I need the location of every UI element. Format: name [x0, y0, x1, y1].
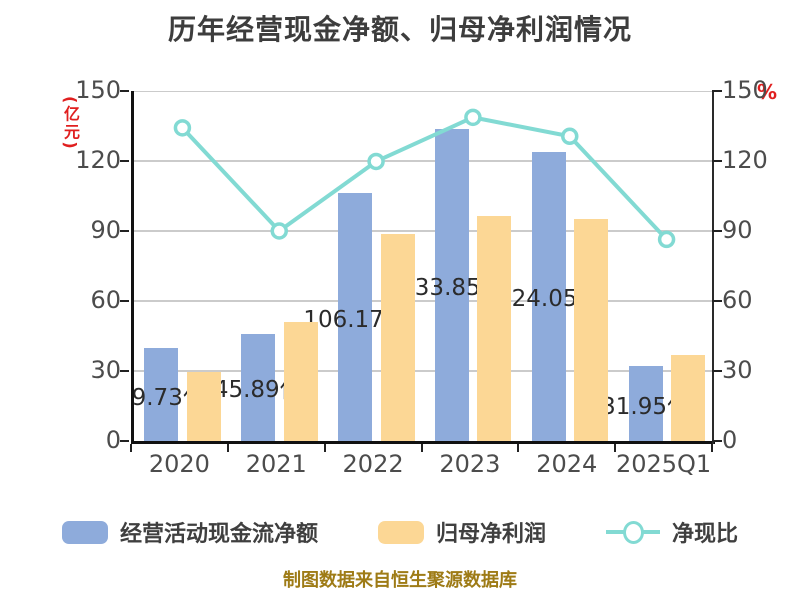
y-axis-right-tick-120: 120	[722, 146, 768, 174]
x-tick-mark	[226, 444, 229, 452]
right-tick-mark	[712, 230, 722, 232]
y-axis-right-tick-60: 60	[722, 286, 753, 314]
x-axis-label-2025Q1: 2025Q1	[615, 450, 712, 478]
legend-label: 归母净利润	[435, 522, 546, 547]
y-axis-left-tick-60: 60	[90, 286, 121, 314]
x-tick-mark	[517, 444, 520, 452]
bar-netprofit-2022	[380, 234, 415, 441]
bar-netprofit-2023	[477, 215, 512, 441]
right-tick-mark	[712, 440, 722, 442]
netcash-ratio-line	[173, 108, 676, 249]
x-axis-label-2023: 2023	[439, 450, 501, 478]
legend-item-0[interactable]: 经营活动现金流净额	[61, 516, 318, 548]
y-axis-right-tick-30: 30	[722, 356, 753, 384]
chart-title: 历年经营现金净额、归母净利润情况	[167, 13, 632, 46]
left-tick-mark	[120, 370, 129, 372]
line-marker-2020	[173, 119, 192, 137]
x-axis-label-2024: 2024	[536, 450, 598, 478]
right-tick-mark	[712, 90, 722, 92]
right-tick-mark	[712, 160, 722, 162]
bar-cashflow-2023	[434, 128, 469, 441]
right-tick-mark	[712, 300, 722, 302]
left-tick-mark	[120, 230, 129, 232]
x-tick-mark	[323, 444, 326, 452]
x-tick-mark	[420, 444, 423, 452]
grid-line-60	[134, 300, 715, 302]
bar-netprofit-2020	[186, 371, 221, 441]
grid-line-150	[134, 91, 715, 92]
line-marker-2023	[464, 108, 482, 127]
bar-cashflow-2020	[144, 348, 179, 441]
legend: 经营活动现金流净额 归母净利润 净现比	[0, 516, 800, 548]
line-marker-2022	[367, 152, 385, 171]
line-marker-2025Q1	[657, 230, 676, 249]
y-axis-right-tick-150: 150	[722, 76, 768, 104]
x-axis-label-2022: 2022	[342, 450, 404, 478]
bar-cashflow-2025Q1	[628, 366, 663, 441]
bar-netprofit-2021	[283, 322, 318, 441]
legend-swatch-icon	[61, 520, 108, 544]
x-axis-label-2021: 2021	[245, 450, 307, 478]
line-marker-2021	[270, 222, 288, 240]
y-axis-left-tick-150: 150	[75, 76, 121, 104]
legend-item-1[interactable]: 归母净利润	[377, 516, 546, 548]
data-source-note: 制图数据来自恒生聚源数据库	[283, 570, 517, 591]
right-tick-mark	[712, 370, 722, 372]
y-axis-left-tick-120: 120	[75, 146, 121, 174]
left-axis-unit-label: (亿元)	[61, 96, 80, 151]
y-axis-left-tick-90: 90	[90, 216, 121, 244]
left-tick-mark	[120, 440, 129, 442]
bar-netprofit-2025Q1	[671, 354, 706, 441]
left-tick-mark	[120, 300, 129, 302]
y-axis-right-tick-90: 90	[722, 216, 753, 244]
y-axis-left-tick-30: 30	[90, 356, 121, 384]
grid-line-90	[134, 230, 715, 232]
bar-cashflow-2021	[241, 333, 276, 441]
legend-line-marker-icon	[606, 520, 660, 544]
legend-label: 经营活动现金流净额	[119, 522, 318, 547]
x-tick-mark	[130, 444, 132, 452]
x-tick-mark	[614, 444, 617, 452]
legend-label: 净现比	[672, 522, 739, 547]
y-axis-left-tick-0: 0	[105, 426, 121, 454]
x-tick-mark	[711, 444, 713, 452]
line-marker-2024	[561, 127, 579, 146]
grid-line-120	[134, 160, 715, 162]
right-axis-unit-label: %	[757, 80, 778, 104]
y-axis-right-tick-0: 0	[722, 426, 738, 454]
grid-line-30	[134, 370, 715, 372]
right-axis-line	[712, 91, 714, 444]
legend-swatch-icon	[377, 520, 424, 544]
legend-item-2[interactable]: 净现比	[606, 516, 738, 548]
bar-cashflow-2022	[338, 193, 373, 441]
bar-cashflow-2024	[531, 151, 566, 441]
bar-netprofit-2024	[574, 219, 609, 441]
left-tick-mark	[120, 90, 129, 92]
left-tick-mark	[120, 160, 129, 162]
x-axis-label-2020: 2020	[148, 450, 210, 478]
